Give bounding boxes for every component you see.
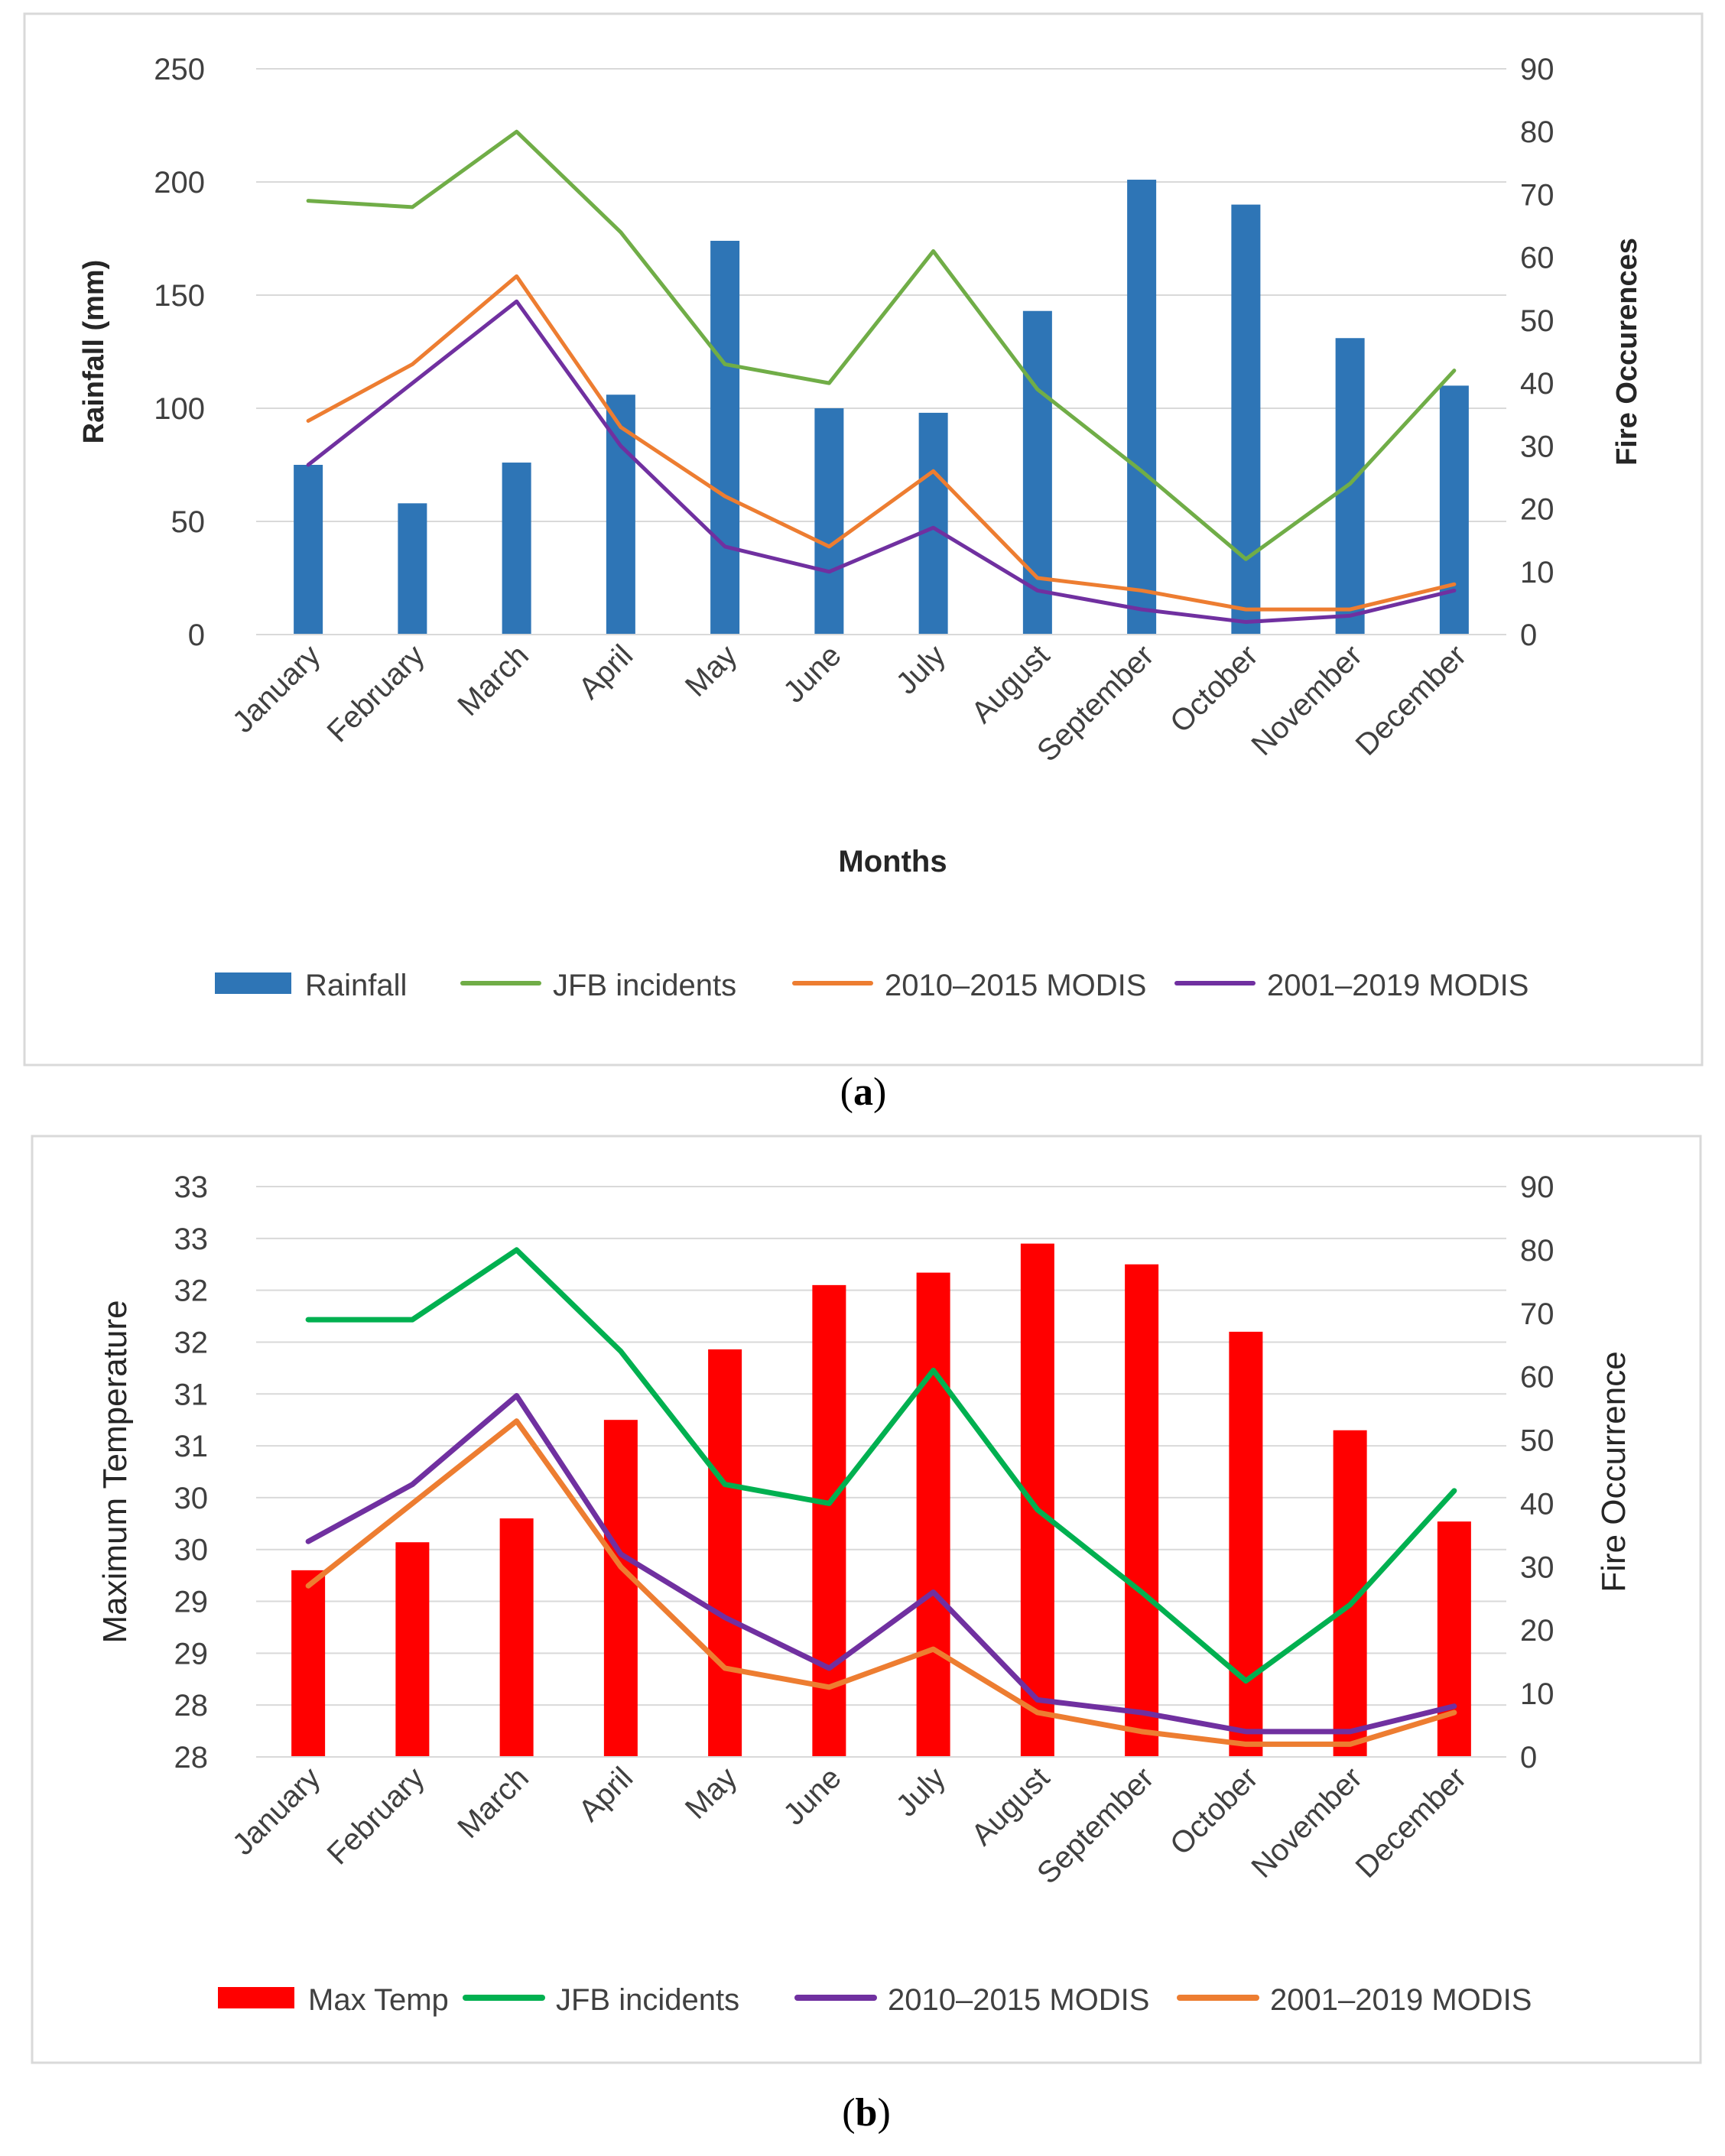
y-tick-label: 250	[154, 53, 205, 86]
legend-label: Max Temp	[308, 1983, 449, 2017]
legend-item-jfb-incidents: JFB incidents	[463, 1983, 739, 2017]
y-tick-label: 200	[154, 166, 205, 200]
legend-item-2010-2015-modis: 2010–2015 MODIS	[792, 969, 1146, 1002]
y-tick-label: 32	[174, 1274, 209, 1308]
y2-tick-label: 80	[1520, 1234, 1554, 1268]
y2-tick-label: 50	[1520, 304, 1554, 338]
bar-rainfall-september	[1127, 180, 1157, 635]
y2-tick-label: 60	[1520, 242, 1554, 275]
chart-panel-a: 0 50 100 150 200 250 0 10 20 30 40 50 60 70 80 90 Januar…	[23, 12, 1704, 1114]
rainfall-fire-chart: 0501001502002500102030405060708090Januar…	[23, 12, 1704, 1114]
y2-tick-label: 0	[1520, 1741, 1537, 1774]
y2-tick-label: 50	[1520, 1424, 1554, 1458]
y-tick-label: 50	[171, 505, 206, 539]
bar-max-temp-december	[1437, 1521, 1471, 1757]
y-tick-label: 31	[174, 1378, 209, 1411]
legend-swatch	[215, 972, 291, 994]
legend-label: 2010–2015 MODIS	[888, 1983, 1149, 2017]
legend-label: Rainfall	[305, 969, 407, 1002]
y-tick-label: 0	[188, 619, 205, 652]
bar-max-temp-january	[291, 1570, 326, 1757]
series-line-2010-2015-modis	[305, 1393, 1457, 1735]
bar-max-temp-february	[395, 1542, 430, 1757]
series-line-2001-2019-modis	[305, 1418, 1457, 1747]
bar-max-temp-march	[499, 1518, 534, 1757]
x-axis-title: Months	[838, 845, 947, 878]
y-tick-label: 30	[174, 1534, 209, 1567]
y-tick-label: 31	[174, 1430, 209, 1463]
temperature-fire-chart: 28 28 29 29 30 30 31 31 32 32 33 33 0 10 20 30 40 50 60 70 8…	[31, 1135, 1702, 2135]
bar-rainfall-october	[1231, 204, 1261, 635]
y-tick-label: 150	[154, 279, 205, 313]
legend-label: JFB incidents	[553, 969, 736, 1002]
y2-tick-label: 30	[1520, 1550, 1554, 1584]
figure-caption: (a)	[840, 1070, 887, 1114]
legend-swatch	[218, 1987, 294, 2008]
legend-item-2001-2019-modis: 2001–2019 MODIS	[1174, 969, 1528, 1002]
y-axis-title: Rainfall (mm)	[78, 260, 110, 444]
bar-rainfall-june	[814, 408, 844, 635]
y-tick-label: 30	[174, 1482, 209, 1515]
bar-rainfall-december	[1439, 385, 1469, 635]
legend-item-jfb-incidents: JFB incidents	[460, 969, 736, 1002]
series-line-2010-2015-modis	[306, 274, 1457, 612]
series-line-jfb-incidents	[305, 1247, 1457, 1684]
bar-max-temp-august	[1020, 1243, 1054, 1757]
y-tick-label: 28	[174, 1741, 209, 1774]
y2-tick-label: 90	[1520, 1171, 1554, 1204]
y-tick-label: 33	[174, 1222, 209, 1256]
bar-rainfall-january	[294, 465, 323, 635]
legend-label: 2001–2019 MODIS	[1270, 1983, 1532, 2017]
bar-rainfall-november	[1335, 338, 1365, 635]
y2-tick-label: 10	[1520, 556, 1554, 589]
legend-label: 2001–2019 MODIS	[1267, 969, 1528, 1002]
bar-rainfall-july	[918, 412, 948, 635]
bar-max-temp-september	[1125, 1264, 1159, 1757]
y2-axis-title: Fire Occurrence	[1595, 1351, 1632, 1592]
y2-tick-label: 40	[1520, 1487, 1554, 1521]
chart-panel-b: 28 28 29 29 30 30 31 31 32 32 33 33 0 10 20 30 40 50 60 70 8…	[0, 1132, 1725, 2156]
figure-caption: (b)	[842, 2091, 891, 2135]
y2-tick-label: 60	[1520, 1361, 1554, 1395]
y2-tick-label: 20	[1520, 1614, 1554, 1648]
legend-item-rainfall: Rainfall	[215, 969, 407, 1002]
bar-max-temp-june	[812, 1284, 846, 1757]
y2-axis-title: Fire Occurences	[1611, 238, 1643, 466]
y2-tick-label: 90	[1520, 53, 1554, 86]
legend-item-2001-2019-modis: 2001–2019 MODIS	[1177, 1983, 1532, 2017]
bar-max-temp-july	[916, 1272, 950, 1757]
legend-label: JFB incidents	[556, 1983, 739, 2017]
y-tick-label: 32	[174, 1326, 209, 1359]
legend-item-2010-2015-modis: 2010–2015 MODIS	[794, 1983, 1149, 2017]
bar-max-temp-may	[708, 1349, 742, 1757]
y-tick-label: 100	[154, 392, 205, 426]
y2-tick-label: 80	[1520, 115, 1554, 149]
y-tick-label: 28	[174, 1689, 209, 1723]
bar-rainfall-may	[710, 240, 740, 635]
bar-rainfall-march	[502, 463, 531, 635]
series-line-jfb-incidents	[306, 129, 1457, 561]
y-tick-label: 29	[174, 1637, 209, 1671]
y2-tick-label: 40	[1520, 367, 1554, 401]
y-axis-title: Maximum Temperature	[96, 1300, 134, 1643]
legend-label: 2010–2015 MODIS	[885, 969, 1146, 1002]
legend-item-max-temp: Max Temp	[218, 1983, 449, 2017]
y2-tick-label: 20	[1520, 493, 1554, 527]
series-line-2001-2019-modis	[306, 299, 1457, 625]
bar-max-temp-october	[1229, 1331, 1263, 1757]
y-tick-label: 33	[174, 1171, 209, 1204]
bar-max-temp-april	[603, 1420, 638, 1757]
y2-tick-label: 70	[1520, 178, 1554, 212]
y-tick-label: 29	[174, 1586, 209, 1619]
y2-tick-label: 30	[1520, 430, 1554, 463]
y2-tick-label: 0	[1520, 619, 1537, 652]
y2-tick-label: 70	[1520, 1297, 1554, 1331]
y2-tick-label: 10	[1520, 1677, 1554, 1711]
bar-rainfall-february	[398, 503, 427, 635]
